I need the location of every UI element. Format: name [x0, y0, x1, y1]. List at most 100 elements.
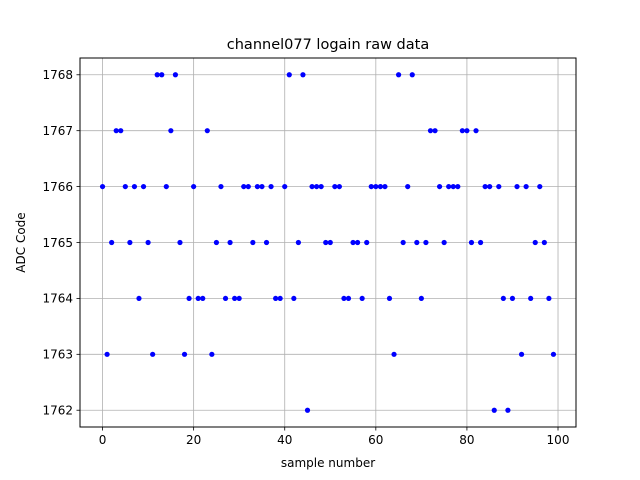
data-point	[259, 183, 265, 190]
data-point	[482, 183, 488, 190]
x-tick-label: 20	[186, 433, 201, 447]
data-point	[455, 183, 461, 190]
data-point	[131, 183, 138, 190]
y-tick-label: 1763	[42, 348, 73, 362]
data-point	[254, 183, 261, 190]
data-point	[341, 295, 347, 302]
data-point	[441, 239, 447, 246]
y-tick-label: 1768	[42, 68, 73, 82]
data-point	[364, 239, 370, 246]
data-point	[218, 183, 224, 190]
data-point	[191, 183, 197, 190]
data-point	[523, 183, 529, 190]
data-point	[295, 239, 301, 246]
data-point	[241, 183, 247, 190]
data-point	[118, 128, 124, 134]
y-tick-label: 1765	[42, 236, 73, 250]
data-point	[99, 183, 106, 190]
data-point	[300, 72, 306, 78]
data-point	[473, 128, 479, 134]
x-tick-label: 60	[368, 433, 383, 447]
data-point	[418, 295, 424, 302]
data-point	[291, 295, 297, 302]
data-point	[150, 351, 156, 357]
data-point	[227, 239, 233, 246]
data-point	[286, 72, 292, 78]
y-axis-label: ADC Code	[14, 212, 28, 272]
data-point	[268, 183, 274, 190]
y-tick-label: 1762	[42, 404, 73, 418]
data-point	[477, 239, 484, 246]
data-point	[163, 183, 169, 190]
data-point	[336, 183, 342, 190]
data-point	[459, 128, 465, 134]
data-point	[332, 183, 338, 190]
data-point	[505, 407, 511, 413]
data-point	[236, 295, 242, 302]
data-point	[377, 183, 383, 190]
data-point	[395, 72, 402, 78]
data-point	[496, 183, 502, 190]
data-point	[450, 183, 456, 190]
data-point	[309, 183, 315, 190]
axis-ticks: 0 20 40 60 80 100 1762 1763 1764 1765 1766 1767 1768	[42, 68, 569, 447]
data-point	[159, 72, 165, 78]
data-point	[391, 351, 397, 357]
data-point	[518, 351, 525, 357]
data-point	[528, 295, 534, 302]
data-point	[500, 295, 506, 302]
data-point	[427, 128, 434, 134]
data-point	[122, 183, 128, 190]
data-point	[487, 183, 493, 190]
x-tick-label: 80	[459, 433, 474, 447]
data-point	[209, 351, 215, 357]
data-point	[345, 295, 352, 302]
x-axis-label: sample number	[281, 456, 375, 470]
data-point	[186, 295, 192, 302]
x-tick-label: 100	[547, 433, 570, 447]
chart-title: channel077 logain raw data	[227, 37, 429, 53]
data-point	[546, 295, 552, 302]
data-point	[350, 239, 356, 246]
data-point	[382, 183, 388, 190]
data-point	[541, 239, 547, 246]
data-point	[181, 351, 188, 357]
data-points	[99, 72, 557, 413]
data-point	[177, 239, 183, 246]
data-point	[282, 183, 288, 190]
data-point	[359, 295, 365, 302]
data-point	[104, 351, 110, 357]
data-point	[222, 295, 229, 302]
data-point	[213, 239, 220, 246]
data-point	[327, 239, 333, 246]
data-point	[172, 72, 179, 78]
data-point	[436, 183, 443, 190]
data-point	[373, 183, 379, 190]
y-tick-label: 1764	[42, 292, 73, 306]
data-point	[277, 295, 283, 302]
data-point	[250, 239, 256, 246]
data-point	[537, 183, 543, 190]
data-point	[168, 128, 174, 134]
data-point	[113, 128, 119, 134]
data-point	[314, 183, 320, 190]
data-point	[432, 128, 438, 134]
data-point	[468, 239, 475, 246]
x-tick-label: 0	[99, 433, 107, 447]
data-point	[200, 295, 206, 302]
data-point	[145, 239, 151, 246]
data-point	[491, 407, 497, 413]
data-point	[245, 183, 251, 190]
data-point	[509, 295, 516, 302]
data-point	[204, 128, 210, 134]
data-point	[273, 295, 279, 302]
data-point	[550, 351, 557, 357]
data-point	[405, 183, 411, 190]
x-tick-label: 40	[277, 433, 292, 447]
data-point	[414, 239, 420, 246]
y-tick-label: 1766	[42, 180, 73, 194]
data-point	[423, 239, 429, 246]
data-point	[154, 72, 160, 78]
